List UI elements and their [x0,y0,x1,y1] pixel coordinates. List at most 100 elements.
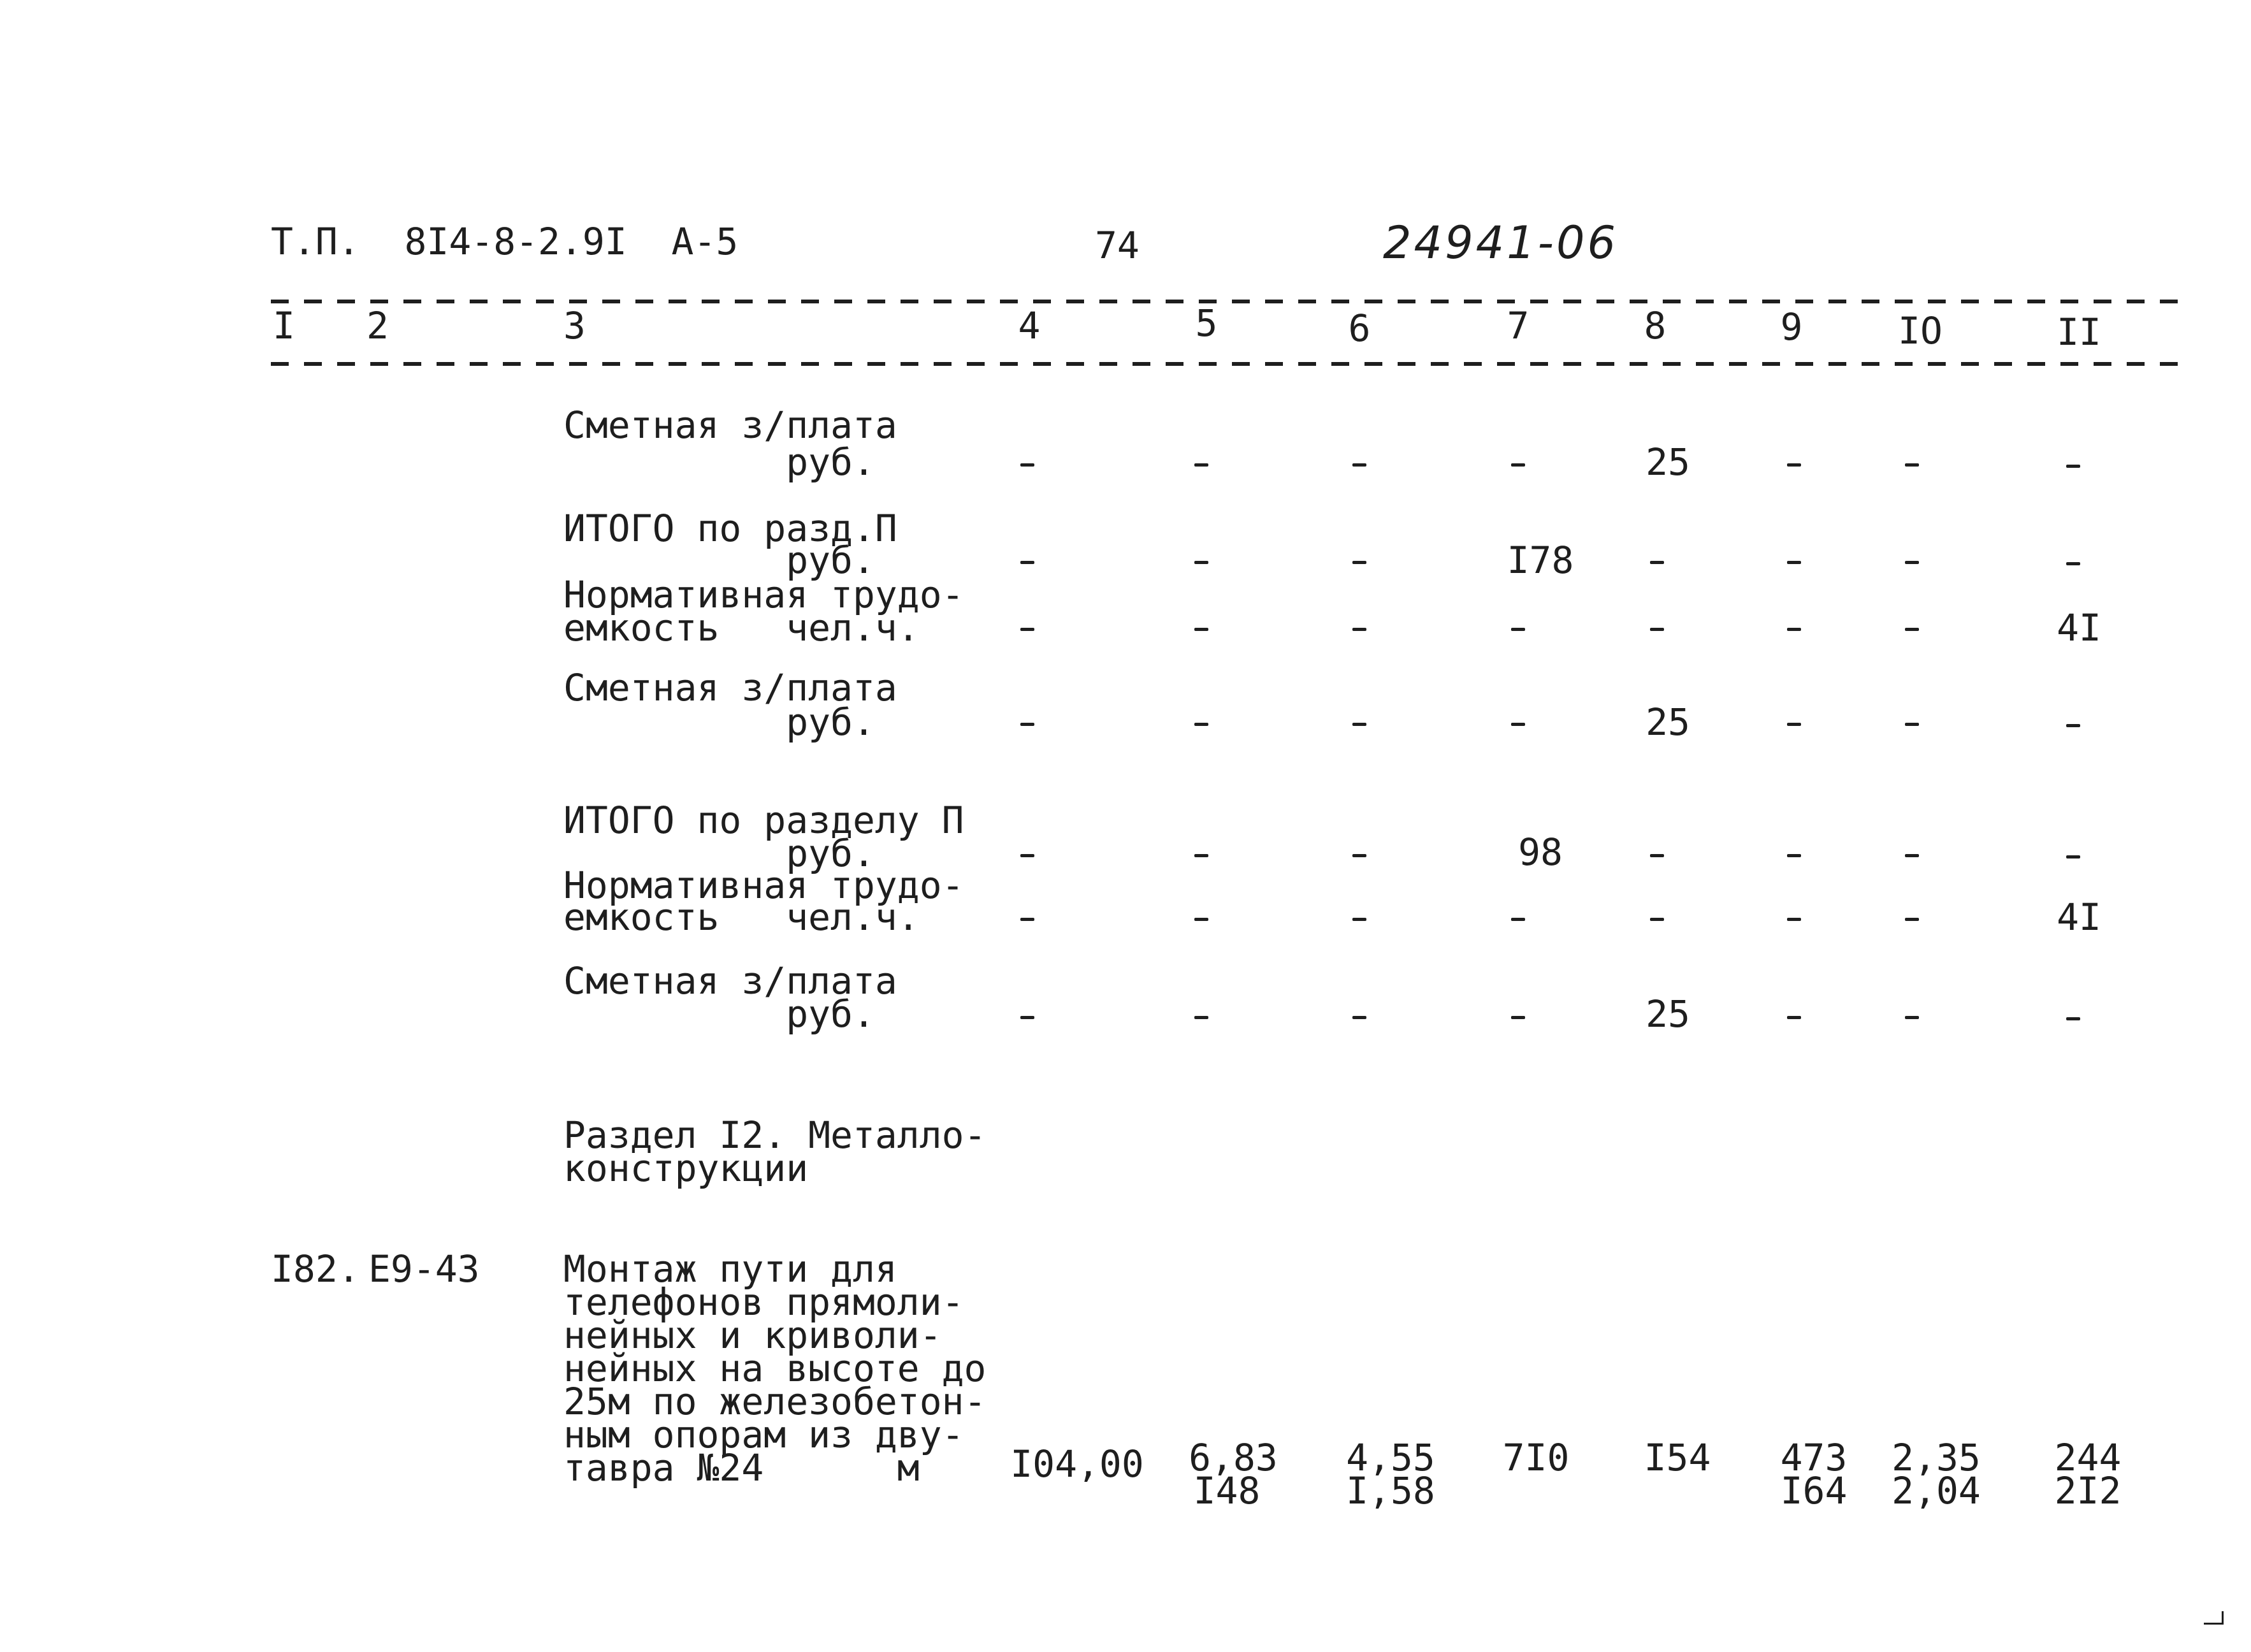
empty-cell-dash [1511,918,1525,921]
item-position: I82. [271,1247,360,1291]
column-number: IO [1898,309,1943,352]
empty-cell-dash [1905,463,1919,467]
page-number: 74 [1095,224,1140,267]
item-description: нейных на высоте до [563,1347,987,1390]
empty-cell-dash [1194,1016,1208,1019]
cell-value: I54 [1644,1436,1711,1479]
section-title: конструкции [563,1147,809,1190]
archive-number: 24941-06 [1383,217,1619,269]
empty-cell-dash [1905,918,1919,921]
empty-cell-dash [2066,855,2080,859]
row-label-unit: руб. [563,832,875,875]
empty-cell-dash [1905,1016,1919,1019]
empty-cell-dash [1511,628,1525,631]
item-description: Монтаж пути для [563,1247,897,1291]
empty-cell-dash [1194,561,1208,564]
row-label: ИТОГО по разд.П [563,507,897,550]
cell-value: 4I [2057,606,2101,649]
document-code: Т.П. 8I4-8-2.9I А-5 [271,220,739,263]
empty-cell-dash [1020,723,1034,726]
empty-cell-dash [1020,463,1034,467]
empty-cell-dash [1020,918,1034,921]
column-number: 2 [366,304,389,347]
row-label-unit: емкость чел.ч. [563,895,920,939]
empty-cell-dash [1905,561,1919,564]
cell-value: 2,04 [1892,1469,1981,1512]
empty-cell-dash [1352,1016,1366,1019]
empty-cell-dash [1194,854,1208,857]
empty-cell-dash [1905,854,1919,857]
cell-value: 98 [1518,830,1563,874]
cell-value: 25 [1646,992,1690,1036]
cell-value: 7I0 [1502,1436,1570,1479]
item-description: ным опорам из дву- [563,1413,964,1456]
empty-cell-dash [2066,1017,2080,1020]
cell-value: 244 [2054,1436,2122,1479]
column-number: II [2057,310,2101,354]
cell-value: 25 [1646,440,1690,484]
row-label: Нормативная трудо- [563,573,964,616]
empty-cell-dash [1352,463,1366,467]
empty-cell-dash [1511,463,1525,467]
item-description: 25м по железобетон- [563,1380,987,1423]
cell-value: 4,55 [1346,1436,1435,1479]
row-label-unit: руб. [563,539,875,582]
empty-cell-dash [2066,465,2080,468]
column-number: 3 [563,304,586,347]
empty-cell-dash [1194,918,1208,921]
row-label: Сметная з/плата [563,666,897,709]
empty-cell-dash [1194,628,1208,631]
row-label: Сметная з/плата [563,959,897,1003]
empty-cell-dash [1020,1016,1034,1019]
empty-cell-dash [1650,561,1664,564]
section-title: Раздел I2. Металло- [563,1113,987,1157]
row-label: Сметная з/плата [563,403,897,447]
empty-cell-dash [1352,561,1366,564]
empty-cell-dash [2066,724,2080,727]
column-number: 5 [1195,301,1218,345]
empty-cell-dash [1787,463,1801,467]
empty-cell-dash [1511,1016,1525,1019]
cell-value: I04,00 [1010,1442,1144,1486]
column-number: 4 [1018,304,1041,347]
empty-cell-dash [1194,463,1208,467]
item-description: тавра №24 м [563,1446,920,1489]
column-number: 6 [1348,307,1371,350]
cell-value: I48 [1193,1469,1261,1512]
empty-cell-dash [1194,723,1208,726]
cell-value: 2,35 [1892,1436,1981,1479]
empty-cell-dash [1787,628,1801,631]
empty-cell-dash [1787,1016,1801,1019]
empty-cell-dash [1020,561,1034,564]
empty-cell-dash [1352,628,1366,631]
empty-cell-dash [1020,854,1034,857]
corner-mark [2222,1611,2224,1625]
row-label: ИТОГО по разделу П [563,799,964,842]
row-label-unit: руб. [563,992,875,1036]
header-bottom-rule [271,362,2183,366]
cell-value: 25 [1646,700,1690,744]
column-number: 8 [1644,304,1667,347]
item-description: нейных и криволи- [563,1314,942,1357]
empty-cell-dash [1787,918,1801,921]
empty-cell-dash [1511,723,1525,726]
column-number: I [273,304,295,347]
cell-value: I,58 [1346,1469,1435,1512]
column-number: 9 [1780,305,1803,349]
row-label-unit: руб. [563,440,875,484]
empty-cell-dash [2066,562,2080,565]
cell-value: I64 [1780,1469,1848,1512]
cell-value: 2I2 [2054,1469,2122,1512]
header-top-rule [271,300,2183,303]
row-label-unit: руб. [563,700,875,744]
empty-cell-dash [1650,628,1664,631]
empty-cell-dash [1905,723,1919,726]
empty-cell-dash [1787,854,1801,857]
empty-cell-dash [1650,918,1664,921]
empty-cell-dash [1787,561,1801,564]
empty-cell-dash [1352,854,1366,857]
empty-cell-dash [1787,723,1801,726]
cell-value: 4I [2057,895,2101,939]
empty-cell-dash [1352,918,1366,921]
corner-mark [2204,1623,2222,1625]
